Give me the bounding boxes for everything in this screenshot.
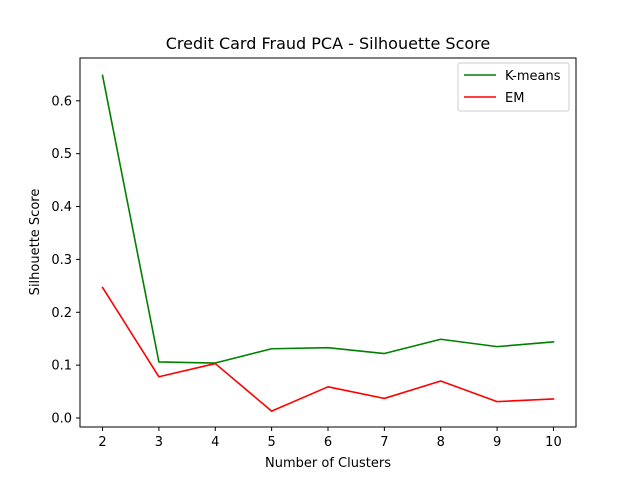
chart-title: Credit Card Fraud PCA - Silhouette Score xyxy=(166,34,490,53)
x-tick-label: 8 xyxy=(437,435,445,450)
plot-frame xyxy=(79,57,577,428)
x-tick-label: 5 xyxy=(267,435,275,450)
x-tick-label: 3 xyxy=(155,435,163,450)
x-tick-label: 6 xyxy=(324,435,332,450)
y-tick-label: 0.1 xyxy=(51,359,72,374)
legend: K-means EM xyxy=(457,62,570,112)
x-axis: 2 3 4 5 6 7 8 9 10 xyxy=(98,427,562,450)
x-axis-label: Number of Clusters xyxy=(265,456,391,471)
y-axis-label: Silhouette Score xyxy=(28,189,43,296)
legend-label: EM xyxy=(505,91,524,106)
y-tick-label: 0.3 xyxy=(51,253,72,268)
x-tick-label: 7 xyxy=(380,435,388,450)
x-tick-label: 2 xyxy=(98,435,106,450)
x-tick-label: 10 xyxy=(545,435,562,450)
y-tick-label: 0.5 xyxy=(51,147,72,162)
y-tick-label: 0.0 xyxy=(51,412,72,427)
series-line-em xyxy=(101,286,555,412)
y-axis: 0.0 0.1 0.2 0.3 0.4 0.5 0.6 xyxy=(51,94,80,427)
x-tick-label: 4 xyxy=(211,435,219,450)
x-tick-label: 9 xyxy=(493,435,501,450)
series-line-k-means xyxy=(101,74,555,364)
legend-label: K-means xyxy=(505,69,561,84)
y-tick-label: 0.6 xyxy=(51,94,72,109)
y-tick-label: 0.2 xyxy=(51,306,72,321)
y-tick-label: 0.4 xyxy=(51,200,72,215)
plot-lines xyxy=(101,74,555,412)
